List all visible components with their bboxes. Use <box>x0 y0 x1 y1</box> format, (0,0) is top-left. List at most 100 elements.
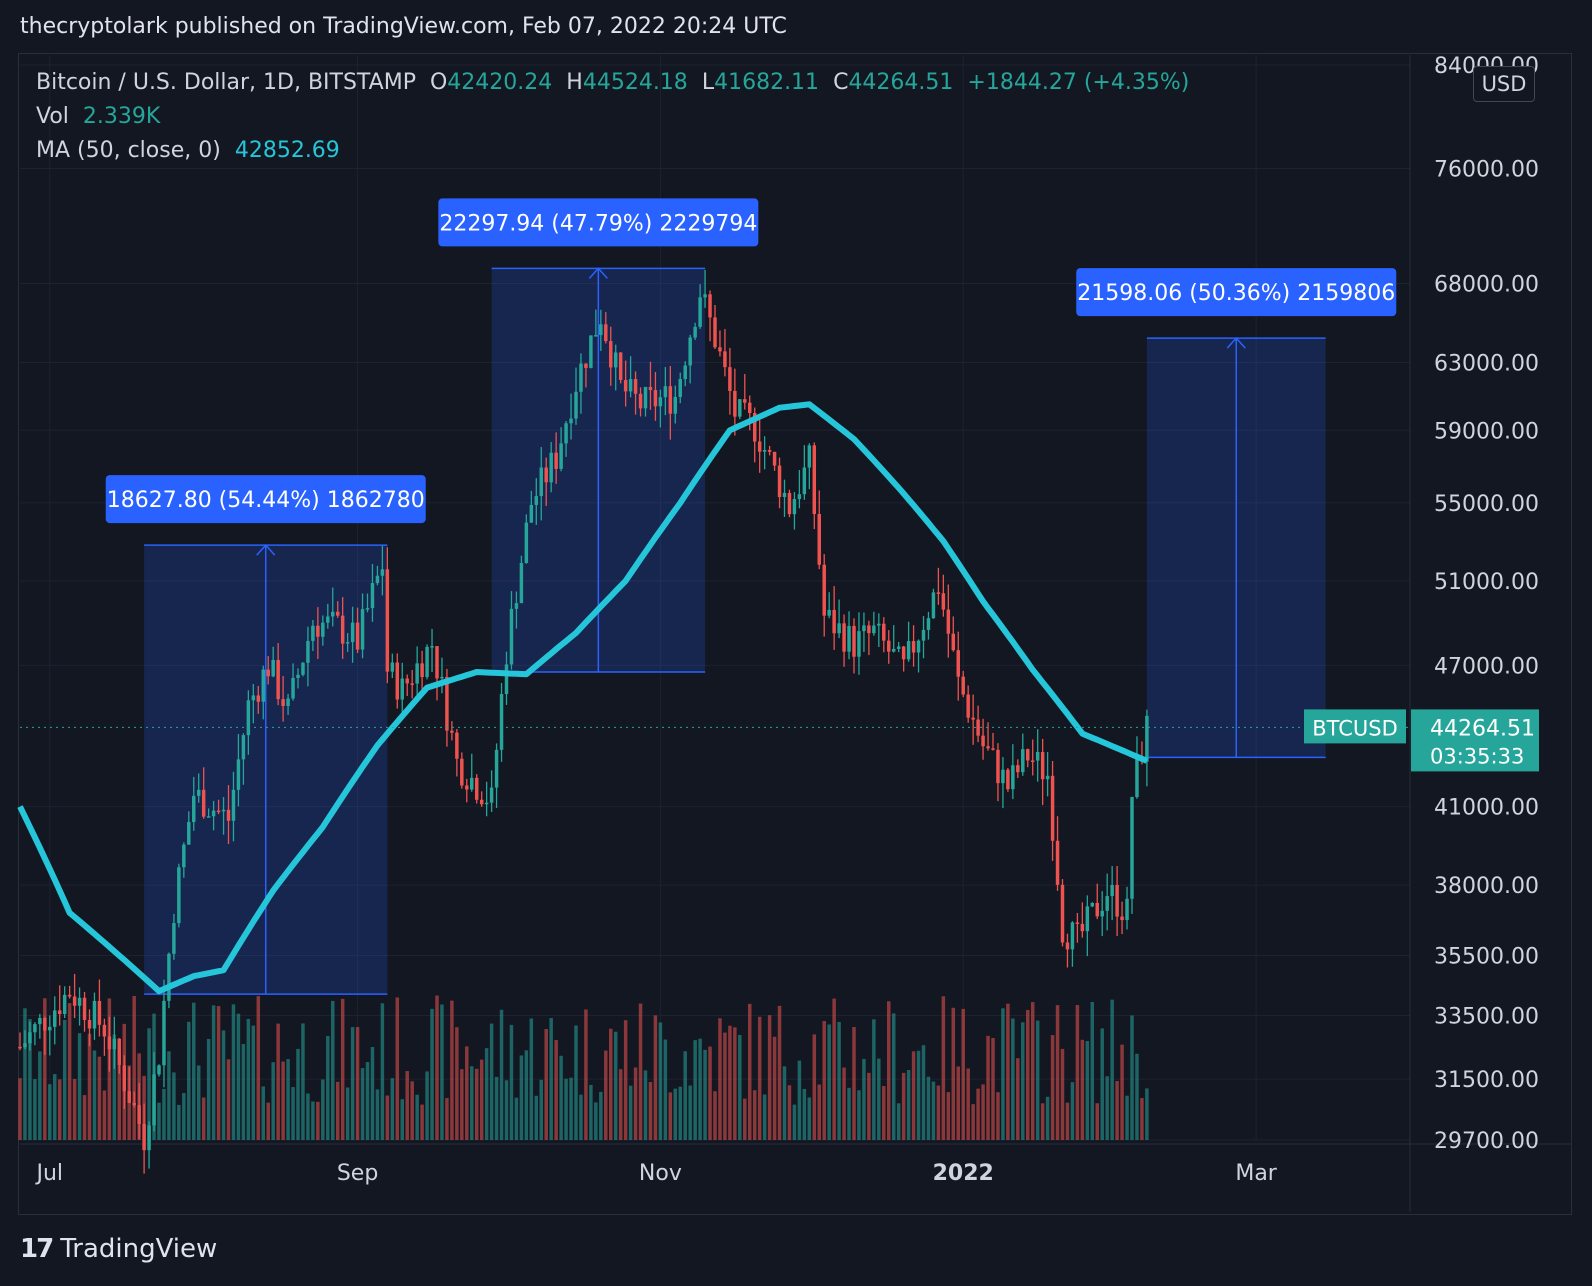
candle-body <box>1115 885 1119 917</box>
candle-body <box>355 622 360 650</box>
volume-bar <box>172 1072 176 1140</box>
volume-bar <box>241 1043 246 1140</box>
currency-unit-button[interactable]: USD <box>1473 66 1535 102</box>
x-tick-label: Jul <box>35 1161 64 1186</box>
price-tag-box <box>1411 709 1539 772</box>
candle-body <box>77 997 82 1006</box>
volume-bar <box>1145 1088 1149 1140</box>
candle-body <box>87 1019 92 1029</box>
volume-bar <box>271 1062 275 1140</box>
measure-label-box <box>1076 268 1397 317</box>
x-tick-label: Mar <box>1235 1161 1277 1186</box>
volume-bar <box>276 1023 280 1140</box>
candle-body <box>276 659 280 700</box>
open-label: O <box>429 70 448 95</box>
volume-bar <box>996 1092 1000 1140</box>
volume-bar <box>251 1025 256 1140</box>
volume-bar <box>772 1036 777 1140</box>
volume-bar <box>494 1076 499 1140</box>
candle-body <box>911 641 916 653</box>
volume-bar <box>311 1101 315 1140</box>
volume-bar <box>896 1103 901 1140</box>
candle-body <box>837 623 841 634</box>
volume-bar <box>757 1016 762 1140</box>
ma-legend[interactable]: MA (50, close, 0) 42852.69 <box>36 138 340 163</box>
volume-bar <box>266 1102 270 1140</box>
candle-body <box>688 337 692 366</box>
volume-bar <box>673 1088 678 1140</box>
y-tick-label: 33500.00 <box>1434 1005 1539 1030</box>
volume-bar <box>693 1040 697 1140</box>
volume-bar <box>375 1089 380 1140</box>
candle-body <box>668 386 673 414</box>
candle-body <box>182 844 186 868</box>
volume-bar <box>18 1078 22 1140</box>
volume-legend[interactable]: Vol 2.339K <box>36 104 160 129</box>
volume-bar <box>355 1027 360 1140</box>
volume-bar <box>1065 1102 1070 1140</box>
volume-bar <box>425 1071 429 1140</box>
volume-bar <box>802 1088 807 1140</box>
volume-bar <box>723 1032 727 1140</box>
symbol-label[interactable]: Bitcoin / U.S. Dollar, 1D, BITSTAMP <box>36 70 416 95</box>
candle-body <box>738 399 742 417</box>
candle-body <box>807 445 812 468</box>
volume-bar <box>1001 1008 1005 1140</box>
candle-body <box>18 1046 22 1049</box>
candle-body <box>827 609 831 616</box>
volume-bar <box>256 996 261 1140</box>
volume-bar <box>470 1066 474 1140</box>
candle-body <box>365 608 370 610</box>
candle-body <box>117 1038 122 1066</box>
volume-bar <box>748 1003 752 1140</box>
volume-bar <box>931 1081 936 1140</box>
candle-body <box>266 669 270 677</box>
volume-bar <box>638 1003 643 1140</box>
volume-bar <box>107 998 112 1140</box>
volume-bar <box>321 1079 325 1140</box>
candle-body <box>1035 752 1040 761</box>
volume-bar <box>1055 1005 1060 1140</box>
high-label: H <box>566 70 583 95</box>
symbol-tag-box <box>1304 709 1406 744</box>
candle-body <box>286 698 290 707</box>
candle-body <box>673 396 678 414</box>
candle-body <box>743 399 747 403</box>
volume-bar <box>971 1104 975 1140</box>
measure-arrow-head <box>588 267 608 279</box>
candle-body <box>599 324 603 336</box>
candle-body <box>321 622 325 637</box>
candle-body <box>335 611 340 616</box>
volume-bar <box>122 1023 126 1140</box>
volume-bar <box>97 1056 102 1140</box>
volume-bar <box>663 1039 668 1140</box>
candle-body <box>1085 906 1090 932</box>
volume-bar <box>877 1058 881 1140</box>
candle-body <box>648 386 653 391</box>
price-tag-value: 44264.51 <box>1430 716 1535 741</box>
candle-body <box>167 953 171 1001</box>
volume-bar <box>534 1095 539 1140</box>
volume-bar <box>1135 1053 1139 1140</box>
candle-body <box>882 623 886 641</box>
tradingview-brand[interactable]: 17 TradingView <box>20 1234 217 1264</box>
candle-body <box>1135 756 1139 798</box>
candle-body <box>618 352 623 380</box>
candle-body <box>1110 885 1114 897</box>
volume-bar <box>842 1067 846 1140</box>
candle-body <box>1125 898 1129 921</box>
candle-body <box>916 640 921 653</box>
volume-bar <box>1115 1081 1119 1140</box>
volume-bar <box>549 1018 553 1140</box>
chart-pane[interactable] <box>18 53 1572 1215</box>
volume-bar <box>926 1076 931 1140</box>
candle-body <box>375 575 380 584</box>
candle-body <box>415 663 419 684</box>
published-header: thecryptolark published on TradingView.c… <box>20 14 787 39</box>
volume-bar <box>440 1004 444 1140</box>
candle-body <box>872 625 876 634</box>
tradingview-logo-icon: 17 <box>20 1234 54 1264</box>
candle-body <box>1105 896 1109 911</box>
volume-bar <box>331 1000 335 1140</box>
